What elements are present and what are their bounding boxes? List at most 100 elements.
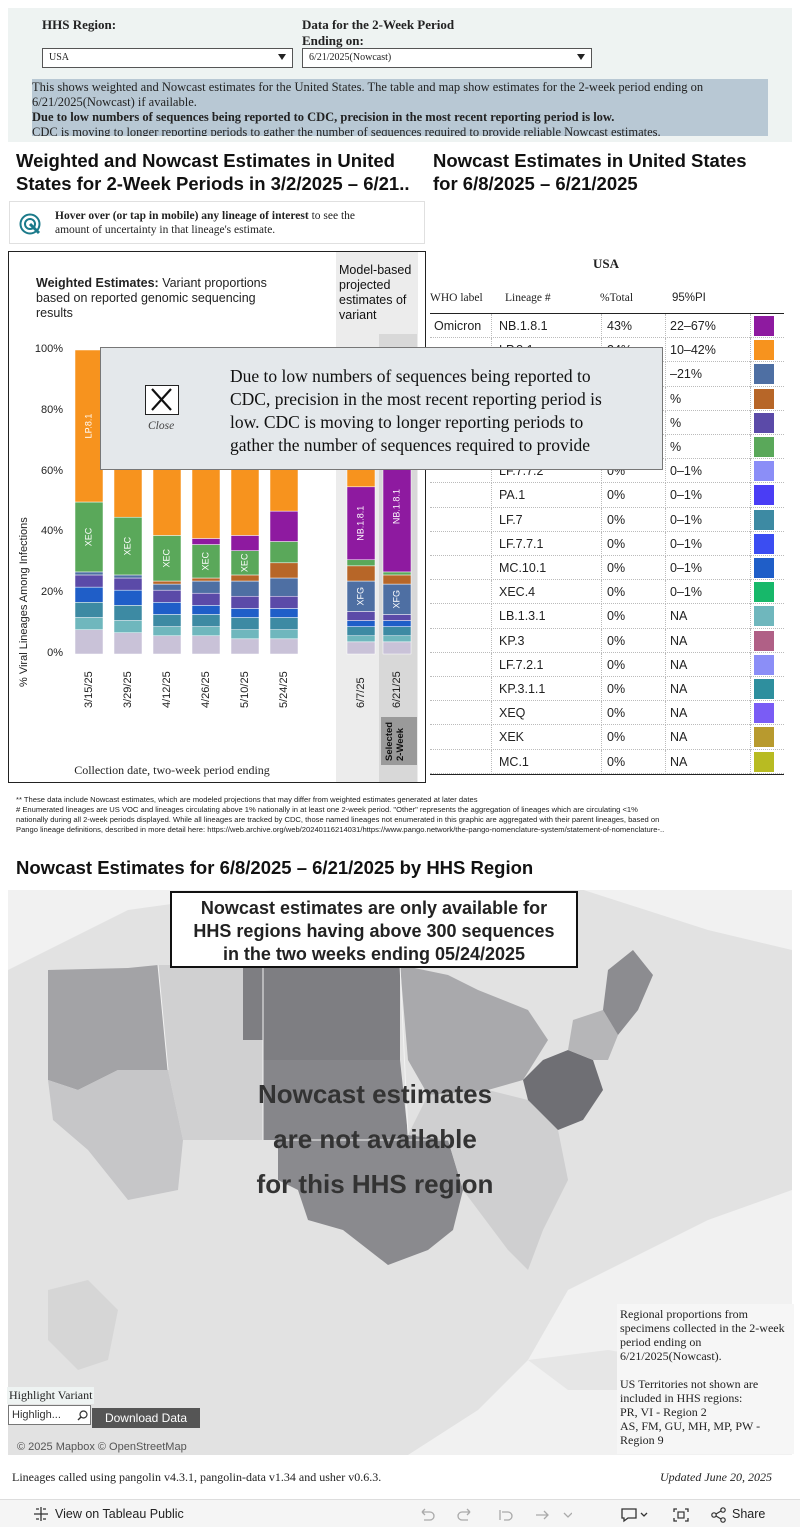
hover-hint: Hover over (or tap in mobile) any lineag… — [9, 201, 425, 244]
lineage-color-swatch — [754, 654, 774, 675]
x-tick-label: 3/29/25 — [122, 671, 134, 708]
region-8-north[interactable] — [243, 965, 400, 1060]
bar-segment[interactable] — [152, 535, 182, 582]
region-select[interactable]: USA — [42, 48, 293, 68]
lineage-color-swatch — [754, 703, 774, 724]
lineage-color-swatch — [754, 388, 774, 409]
bar-segment[interactable] — [113, 516, 143, 576]
header-pi: 95%PI — [672, 292, 706, 304]
y-tick-label: 100% — [34, 343, 63, 355]
model-label-4: variant — [339, 308, 377, 322]
table-row[interactable]: LF.7.7.1 0% 0–1% — [430, 531, 784, 556]
map-attribution[interactable]: © 2025 Mapbox © OpenStreetMap — [17, 1441, 187, 1453]
pi-cell: –21% — [670, 367, 702, 382]
map-overlay-message: Nowcast estimates are not available for … — [210, 1072, 540, 1207]
pi-cell: 0–1% — [670, 585, 702, 600]
table-title-line-2: for 6/8/2025 – 6/21/2025 — [433, 173, 638, 194]
bar-segment[interactable] — [74, 349, 104, 503]
x-tick-label: 4/12/25 — [161, 671, 173, 708]
comment-icon[interactable] — [620, 1507, 650, 1523]
redo-icon[interactable] — [456, 1507, 474, 1523]
region-9[interactable] — [48, 1070, 183, 1200]
column-divider — [601, 580, 602, 605]
note-line-2: HHS regions having above 300 sequences — [193, 921, 555, 941]
nowcast-availability-note: Nowcast estimates are only available for… — [170, 891, 578, 968]
highlight-variant-input[interactable]: Highligh... — [8, 1405, 91, 1425]
lineage-color-swatch — [754, 364, 774, 385]
lineage-color-swatch — [754, 412, 774, 433]
table-row[interactable]: XEK 0% NA — [430, 725, 784, 750]
table-row[interactable]: LF.7.2.1 0% NA — [430, 652, 784, 677]
fullscreen-icon[interactable] — [672, 1507, 690, 1523]
share-icon[interactable] — [710, 1507, 728, 1523]
column-divider — [750, 483, 751, 508]
table-row[interactable]: KP.3 0% NA — [430, 628, 784, 653]
column-divider — [750, 435, 751, 460]
column-divider — [750, 725, 751, 750]
pangolin-note: Lineages called using pangolin v4.3.1, p… — [12, 1470, 382, 1484]
table-row[interactable]: MC.10.1 0% 0–1% — [430, 556, 784, 581]
region-5[interactable] — [400, 965, 548, 1095]
pi-cell: NA — [670, 633, 688, 648]
column-divider — [665, 483, 666, 508]
region-3[interactable] — [523, 1050, 603, 1130]
share-button[interactable]: Share — [732, 1507, 766, 1521]
note-line-1: Nowcast estimates are only available for — [200, 898, 548, 918]
updated-date: Updated June 20, 2025 — [660, 1470, 772, 1484]
lineage-cell: MC.10.1 — [499, 561, 547, 575]
tableau-icon — [34, 1507, 48, 1521]
table-row[interactable]: XEC.4 0% 0–1% — [430, 580, 784, 605]
chart-panel: Model-based projected estimates of varia… — [8, 251, 426, 783]
download-data-button[interactable]: Download Data — [92, 1408, 200, 1428]
table-row[interactable]: Omicron NB.1.8.1 43% 22–67% — [430, 314, 784, 339]
close-label[interactable]: Close — [148, 420, 175, 432]
bar-segment[interactable] — [346, 580, 376, 612]
column-divider — [750, 652, 751, 677]
region-7[interactable] — [263, 1060, 408, 1140]
view-on-tableau-link[interactable]: View on Tableau Public — [55, 1507, 184, 1521]
column-divider — [601, 531, 602, 556]
pct-total-cell: 0% — [607, 682, 626, 696]
popup-line-4: gather the number of sequences required … — [230, 435, 591, 455]
bar-segment[interactable] — [346, 486, 376, 561]
table-row[interactable]: XEQ 0% NA — [430, 701, 784, 726]
region-6[interactable] — [278, 1135, 463, 1265]
chevron-down-icon — [278, 54, 286, 60]
notice-popup: Close Due to low numbers of sequences be… — [100, 347, 663, 470]
bar-segment[interactable] — [74, 501, 104, 573]
region-4[interactable] — [408, 1090, 568, 1270]
revert-icon[interactable] — [496, 1507, 514, 1523]
bar-segment[interactable] — [191, 544, 221, 579]
table-row[interactable]: LB.1.3.1 0% NA — [430, 604, 784, 629]
table-row[interactable]: MC.1 0% NA — [430, 749, 784, 774]
bar-label: XFG — [355, 587, 365, 606]
y-tick-label: 0% — [47, 647, 63, 659]
pointer-icon — [19, 213, 41, 235]
table-region: USA — [593, 256, 620, 271]
period-select[interactable]: 6/21/2025(Nowcast) — [302, 48, 592, 68]
highlight-variant-label: Highlight Variant — [7, 1387, 95, 1404]
close-button[interactable] — [145, 385, 179, 415]
pause-updates-icon[interactable] — [534, 1507, 572, 1523]
lineage-color-swatch — [754, 558, 774, 578]
bar-segment[interactable] — [269, 510, 299, 542]
x-axis-label: Collection date, two-week period ending — [74, 763, 270, 777]
region-note-6: included in HHS regions: — [620, 1391, 743, 1405]
region-note-5: US Territories not shown are — [620, 1377, 759, 1391]
bar-segment[interactable] — [382, 583, 412, 615]
lineage-color-swatch — [754, 727, 774, 748]
region-note-2: specimens collected in the 2-week — [620, 1321, 785, 1335]
region-10[interactable] — [48, 965, 168, 1090]
table-row[interactable]: PA.1 0% 0–1% — [430, 483, 784, 508]
undo-icon[interactable] — [418, 1507, 436, 1523]
state-borders — [157, 964, 448, 1141]
lineage-cell: LF.7.2.1 — [499, 657, 544, 672]
region-1[interactable] — [603, 950, 653, 1035]
column-divider — [665, 580, 666, 605]
column-divider — [665, 628, 666, 653]
region-2[interactable] — [568, 1010, 618, 1060]
table-row[interactable]: LF.7 0% 0–1% — [430, 507, 784, 532]
lineage-cell: XEC.4 — [499, 585, 536, 600]
table-row[interactable]: KP.3.1.1 0% NA — [430, 677, 784, 702]
overlay-line-3: for this HHS region — [256, 1169, 494, 1199]
